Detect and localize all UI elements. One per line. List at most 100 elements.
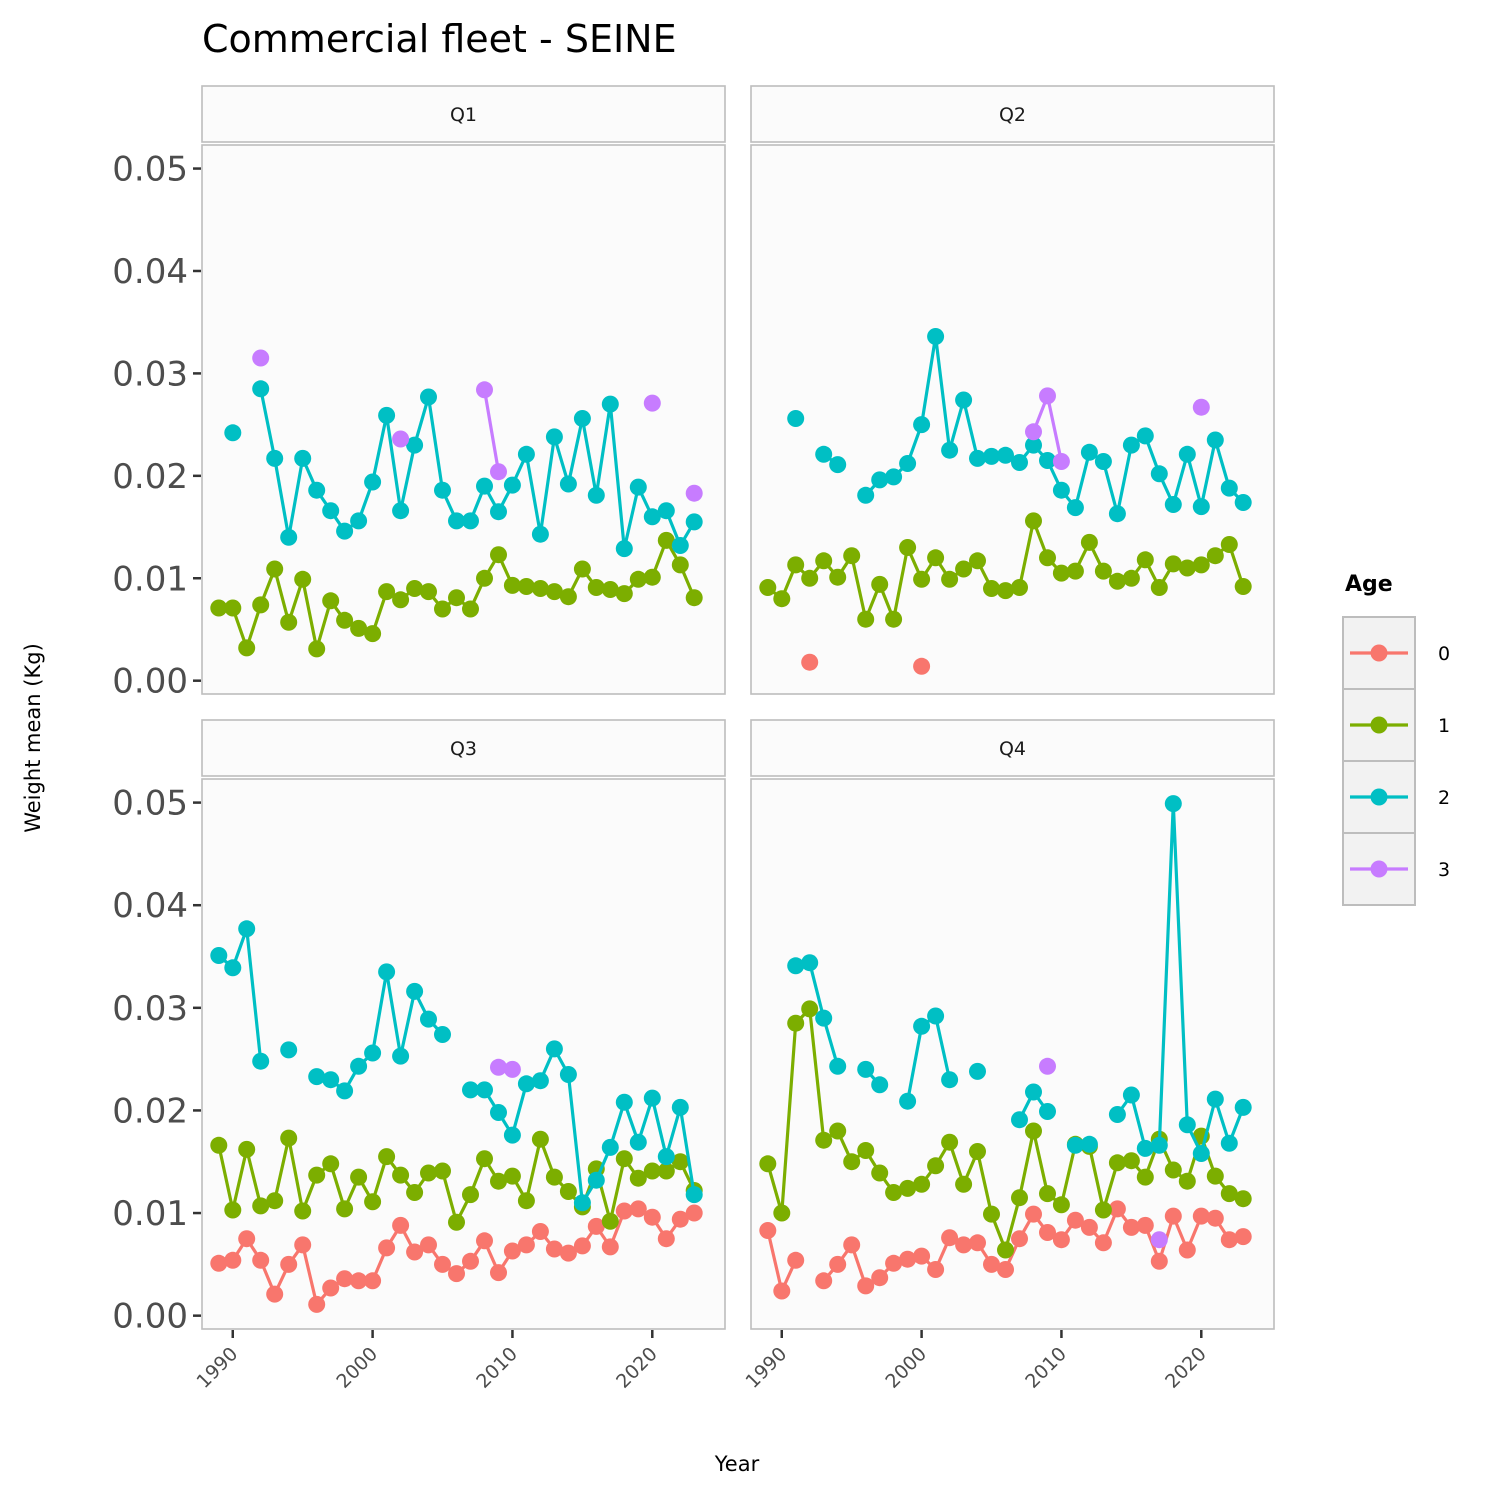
data-point	[308, 1068, 326, 1086]
data-point	[517, 1075, 535, 1093]
data-point	[983, 580, 1000, 597]
data-point	[490, 503, 507, 521]
data-point	[815, 552, 833, 570]
data-point	[462, 1252, 479, 1270]
data-point	[210, 599, 228, 617]
data-point	[308, 640, 326, 658]
data-point	[406, 436, 424, 454]
data-point	[1039, 1224, 1056, 1241]
data-point	[1066, 562, 1084, 580]
data-point	[448, 512, 465, 530]
data-point	[927, 1007, 945, 1025]
data-point	[434, 600, 451, 618]
data-point	[759, 579, 777, 596]
data-point	[643, 568, 661, 586]
data-point	[657, 502, 675, 520]
data-point	[629, 570, 647, 588]
data-point	[350, 619, 368, 637]
data-point	[969, 1234, 986, 1252]
x-tick-label: 1990	[742, 1343, 792, 1393]
data-point	[462, 600, 479, 618]
data-point	[350, 512, 368, 530]
data-point	[224, 599, 242, 617]
data-point	[899, 1250, 917, 1268]
panel-q2: Q2	[750, 85, 1275, 695]
x-tick-label: 2020	[612, 1343, 662, 1393]
data-point	[1164, 496, 1182, 513]
data-point	[1164, 795, 1182, 813]
data-point	[1094, 562, 1112, 580]
data-point	[294, 1236, 312, 1254]
data-point	[322, 1279, 340, 1297]
data-point	[322, 502, 340, 520]
data-point	[280, 528, 298, 546]
data-point	[1234, 1190, 1252, 1208]
data-point	[545, 428, 563, 446]
data-point	[503, 576, 521, 594]
data-point	[350, 1057, 368, 1075]
data-point	[252, 1052, 270, 1070]
data-point	[857, 1277, 875, 1295]
data-point	[871, 1076, 889, 1094]
data-point	[266, 449, 284, 467]
data-point	[531, 1223, 549, 1240]
data-point	[983, 447, 1000, 465]
data-point	[308, 1166, 326, 1184]
data-point	[434, 1162, 451, 1180]
y-tick-label: 0.05	[112, 150, 188, 190]
data-point	[1025, 1083, 1042, 1101]
data-point	[350, 1168, 368, 1186]
data-point	[406, 982, 424, 1000]
data-point	[1192, 556, 1210, 574]
data-point	[224, 1251, 242, 1269]
series-line	[1116, 801, 1245, 1156]
data-point	[787, 1014, 805, 1032]
series-age-2	[787, 795, 1252, 1162]
data-point	[573, 1194, 591, 1212]
data-point	[1122, 569, 1140, 587]
data-point	[210, 1136, 228, 1154]
data-point	[1192, 1207, 1210, 1225]
facet-strip	[201, 85, 726, 143]
data-point	[490, 1058, 507, 1076]
data-point	[252, 596, 270, 614]
data-point	[378, 963, 396, 981]
data-point	[601, 1238, 619, 1256]
data-point	[1136, 1139, 1154, 1157]
legend-entry-2: 2	[1342, 760, 1450, 834]
data-point	[1039, 1185, 1056, 1203]
data-point	[671, 537, 689, 554]
data-point	[773, 1282, 791, 1300]
data-point	[1039, 452, 1056, 469]
data-point	[941, 570, 959, 588]
data-point	[559, 1244, 577, 1262]
y-tick-label: 0.04	[112, 886, 188, 926]
series-age-1	[759, 512, 1252, 628]
data-point	[1052, 1231, 1070, 1249]
data-point	[657, 1148, 675, 1166]
data-point	[392, 1047, 410, 1065]
data-point	[1122, 1218, 1140, 1236]
x-tick-label: 2020	[1161, 1343, 1211, 1393]
data-point	[503, 1167, 521, 1185]
data-point	[420, 1236, 437, 1254]
data-point	[1108, 505, 1126, 523]
series-line	[864, 334, 1245, 516]
legend-entry-3: 3	[1342, 832, 1450, 906]
data-point	[969, 449, 986, 467]
data-point	[224, 424, 242, 442]
data-point	[1122, 436, 1140, 454]
y-tick-label: 0.02	[112, 457, 188, 497]
data-point	[1052, 481, 1070, 499]
data-point	[1080, 443, 1098, 461]
data-point	[1122, 1086, 1140, 1104]
data-point	[280, 1129, 298, 1147]
data-point	[308, 1295, 326, 1313]
data-point	[1025, 423, 1042, 441]
data-point	[1011, 1230, 1028, 1248]
data-point	[615, 585, 633, 603]
data-point	[801, 1000, 819, 1018]
data-point	[1234, 1228, 1252, 1246]
data-point	[280, 1255, 298, 1273]
series-line	[906, 1014, 952, 1102]
